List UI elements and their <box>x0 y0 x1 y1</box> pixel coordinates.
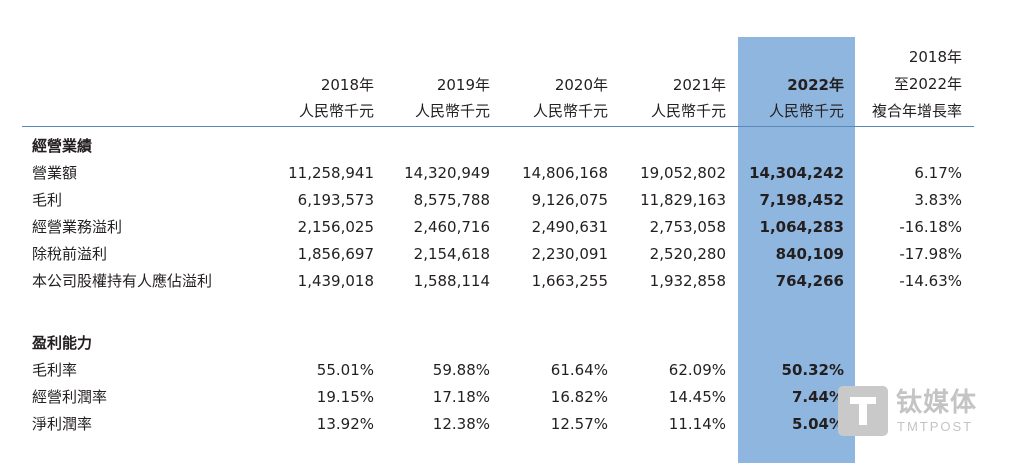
value-cell: 11,258,941 <box>288 164 374 182</box>
header-cagr-line3: 複合年增長率 <box>871 102 962 120</box>
value-cell: 2,156,025 <box>297 218 374 236</box>
header-2022-unit: 人民幣千元 <box>768 102 844 120</box>
tmtpost-watermark: 钛媒体 TMTPOST <box>838 386 1008 442</box>
cagr-cell: 3.83% <box>914 191 962 209</box>
value-cell: 12.57% <box>550 415 608 433</box>
value-cell: 6,193,573 <box>297 191 374 209</box>
header-2020-unit: 人民幣千元 <box>532 102 608 120</box>
value-cell: 13.92% <box>316 415 374 433</box>
value-cell: 1,932,858 <box>649 272 726 290</box>
value-cell: 9,126,075 <box>531 191 608 209</box>
value-cell: 61.64% <box>550 361 608 379</box>
value-cell: 50.32% <box>781 361 844 379</box>
value-cell: 12.38% <box>432 415 490 433</box>
row-label: 毛利 <box>32 191 63 209</box>
value-cell: 2,460,716 <box>413 218 490 236</box>
value-cell: 1,439,018 <box>297 272 374 290</box>
header-2019-unit: 人民幣千元 <box>414 102 490 120</box>
value-cell: 764,266 <box>775 272 844 290</box>
value-cell: 2,154,618 <box>413 245 490 263</box>
row-label: 本公司股權持有人應佔溢利 <box>32 272 213 290</box>
value-cell: 1,588,114 <box>413 272 490 290</box>
header-divider <box>22 126 974 127</box>
value-cell: 7.44% <box>791 388 844 406</box>
value-cell: 1,064,283 <box>759 218 844 236</box>
header-2021-unit: 人民幣千元 <box>650 102 726 120</box>
header-2019-year: 2019年 <box>436 76 490 94</box>
header-2020-year: 2020年 <box>554 76 608 94</box>
cagr-cell: -16.18% <box>899 218 962 236</box>
row-label: 營業額 <box>32 164 78 182</box>
value-cell: 840,109 <box>775 245 844 263</box>
header-2018-year: 2018年 <box>320 76 374 94</box>
tmtpost-logo-icon <box>838 386 888 436</box>
value-cell: 11.14% <box>668 415 726 433</box>
value-cell: 19,052,802 <box>640 164 726 182</box>
value-cell: 1,663,255 <box>531 272 608 290</box>
value-cell: 14,806,168 <box>522 164 608 182</box>
section-title-profitability: 盈利能力 <box>32 334 93 352</box>
value-cell: 7,198,452 <box>759 191 844 209</box>
value-cell: 2,753,058 <box>649 218 726 236</box>
header-2021-year: 2021年 <box>672 76 726 94</box>
value-cell: 19.15% <box>316 388 374 406</box>
header-cagr-line2: 至2022年 <box>893 75 962 93</box>
row-label: 毛利率 <box>32 361 78 379</box>
section-title-operating-results: 經營業績 <box>32 137 93 155</box>
row-label: 除稅前溢利 <box>32 245 108 263</box>
header-cagr-line1: 2018年 <box>908 48 962 66</box>
watermark-en-text: TMTPOST <box>897 419 974 434</box>
value-cell: 2,520,280 <box>649 245 726 263</box>
value-cell: 5.04% <box>791 415 844 433</box>
value-cell: 14.45% <box>668 388 726 406</box>
header-2022-year: 2022年 <box>787 76 844 94</box>
value-cell: 8,575,788 <box>413 191 490 209</box>
highlight-column-2022 <box>738 37 855 463</box>
cagr-cell: -14.63% <box>899 272 962 290</box>
value-cell: 59.88% <box>432 361 490 379</box>
cagr-cell: 6.17% <box>914 164 962 182</box>
value-cell: 14,320,949 <box>404 164 490 182</box>
value-cell: 2,230,091 <box>531 245 608 263</box>
value-cell: 1,856,697 <box>297 245 374 263</box>
value-cell: 62.09% <box>668 361 726 379</box>
cagr-cell: -17.98% <box>899 245 962 263</box>
value-cell: 55.01% <box>316 361 374 379</box>
value-cell: 16.82% <box>550 388 608 406</box>
row-label: 經營業務溢利 <box>32 218 123 236</box>
value-cell: 14,304,242 <box>749 164 844 182</box>
row-label: 淨利潤率 <box>32 415 93 433</box>
watermark-cn-text: 钛媒体 <box>896 388 978 418</box>
value-cell: 11,829,163 <box>640 191 726 209</box>
value-cell: 17.18% <box>432 388 490 406</box>
header-2018-unit: 人民幣千元 <box>298 102 374 120</box>
value-cell: 2,490,631 <box>531 218 608 236</box>
row-label: 經營利潤率 <box>32 388 108 406</box>
